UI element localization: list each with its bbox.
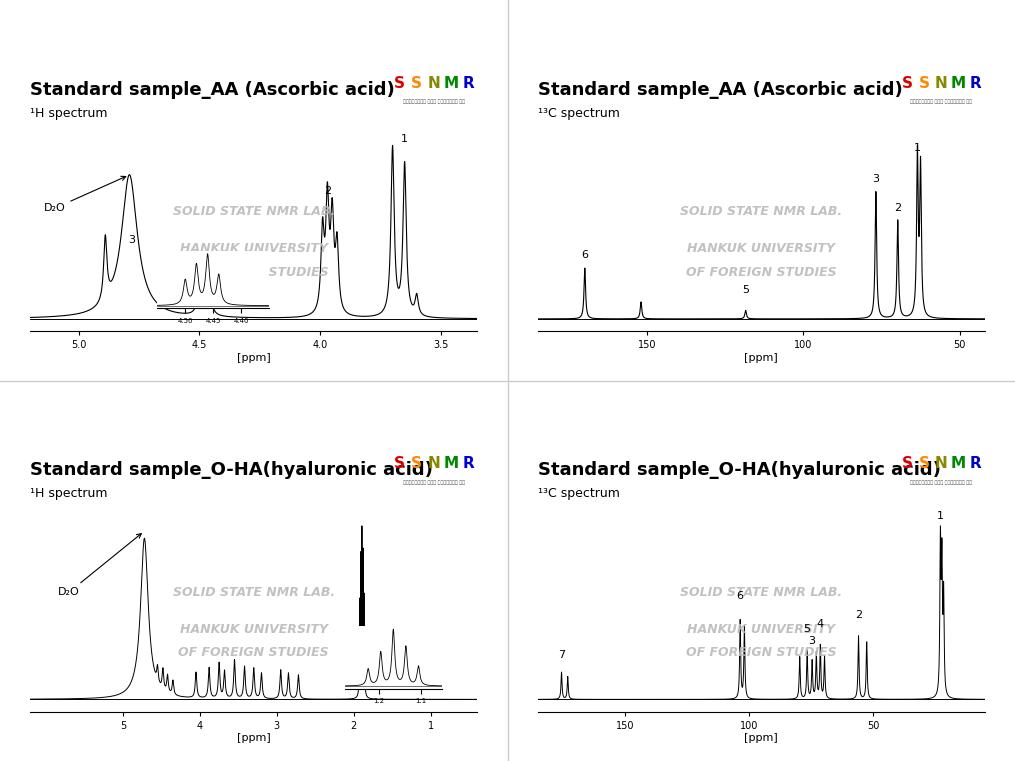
Text: R: R	[463, 457, 474, 471]
Text: M: M	[951, 76, 966, 91]
Text: S: S	[394, 76, 405, 91]
Text: 5: 5	[804, 624, 811, 634]
Text: R: R	[970, 76, 982, 91]
Text: Standard sample_O-HA(hyaluronic acid): Standard sample_O-HA(hyaluronic acid)	[538, 461, 941, 479]
Text: S: S	[411, 76, 422, 91]
Text: D₂O: D₂O	[58, 533, 141, 597]
Text: S: S	[919, 76, 930, 91]
Text: Standard sample_AA (Ascorbic acid): Standard sample_AA (Ascorbic acid)	[30, 81, 395, 99]
Text: S: S	[901, 457, 912, 471]
Text: 3: 3	[872, 174, 879, 184]
Text: M: M	[951, 457, 966, 471]
X-axis label: [ppm]: [ppm]	[236, 353, 271, 363]
Text: OF FOREIGN STUDIES: OF FOREIGN STUDIES	[179, 266, 329, 279]
Text: SOLID STATE NMR LAB.: SOLID STATE NMR LAB.	[680, 586, 842, 599]
Text: 4: 4	[817, 619, 824, 629]
Text: M: M	[444, 76, 459, 91]
Text: ¹³C spectrum: ¹³C spectrum	[538, 487, 620, 501]
Text: OF FOREIGN STUDIES: OF FOREIGN STUDIES	[686, 266, 836, 279]
Text: 2: 2	[855, 610, 862, 620]
Text: 1: 1	[401, 134, 408, 144]
Text: 6: 6	[582, 250, 589, 260]
Text: Standard sample_O-HA(hyaluronic acid): Standard sample_O-HA(hyaluronic acid)	[30, 461, 433, 479]
Text: 한국외국어대학교 화학과 구조성의학센터 기반: 한국외국어대학교 화학과 구조성의학센터 기반	[910, 99, 972, 104]
Text: S: S	[919, 457, 930, 471]
Text: N: N	[935, 76, 948, 91]
Text: SOLID STATE NMR LAB.: SOLID STATE NMR LAB.	[173, 586, 335, 599]
Text: S: S	[394, 457, 405, 471]
X-axis label: [ppm]: [ppm]	[744, 734, 779, 743]
Text: D₂O: D₂O	[44, 177, 126, 213]
Text: 1: 1	[914, 142, 921, 153]
Text: ¹H spectrum: ¹H spectrum	[30, 107, 108, 120]
Text: Standard sample_AA (Ascorbic acid): Standard sample_AA (Ascorbic acid)	[538, 81, 902, 99]
Text: 6: 6	[737, 591, 744, 600]
Text: M: M	[444, 457, 459, 471]
Text: 2: 2	[894, 203, 901, 213]
X-axis label: [ppm]: [ppm]	[744, 353, 779, 363]
Text: ¹H spectrum: ¹H spectrum	[30, 487, 108, 501]
Text: OF FOREIGN STUDIES: OF FOREIGN STUDIES	[179, 647, 329, 660]
Text: SOLID STATE NMR LAB.: SOLID STATE NMR LAB.	[173, 205, 335, 218]
Text: ¹³C spectrum: ¹³C spectrum	[538, 107, 620, 120]
Text: OF FOREIGN STUDIES: OF FOREIGN STUDIES	[686, 647, 836, 660]
Text: 1: 1	[937, 511, 944, 521]
Text: 5: 5	[742, 285, 749, 295]
Text: N: N	[935, 457, 948, 471]
Text: 한국외국어대학교 화학과 구조성의학센터 기반: 한국외국어대학교 화학과 구조성의학센터 기반	[403, 479, 465, 485]
Text: R: R	[463, 76, 474, 91]
Text: HANKUK UNIVERSITY: HANKUK UNIVERSITY	[180, 622, 328, 635]
Text: 3: 3	[128, 234, 135, 244]
Text: R: R	[970, 457, 982, 471]
Text: 한국외국어대학교 화학과 구조성의학센터 기반: 한국외국어대학교 화학과 구조성의학센터 기반	[910, 479, 972, 485]
Text: S: S	[411, 457, 422, 471]
Text: HANKUK UNIVERSITY: HANKUK UNIVERSITY	[687, 622, 835, 635]
Text: N: N	[427, 76, 441, 91]
Text: 3: 3	[809, 636, 816, 646]
Text: 한국외국어대학교 화학과 구조성의학센터 기반: 한국외국어대학교 화학과 구조성의학센터 기반	[403, 99, 465, 104]
Text: 7: 7	[558, 650, 565, 660]
Text: SOLID STATE NMR LAB.: SOLID STATE NMR LAB.	[680, 205, 842, 218]
X-axis label: [ppm]: [ppm]	[236, 734, 271, 743]
Text: HANKUK UNIVERSITY: HANKUK UNIVERSITY	[180, 242, 328, 255]
Text: S: S	[901, 76, 912, 91]
Text: 2: 2	[324, 186, 331, 196]
Text: HANKUK UNIVERSITY: HANKUK UNIVERSITY	[687, 242, 835, 255]
Text: N: N	[427, 457, 441, 471]
